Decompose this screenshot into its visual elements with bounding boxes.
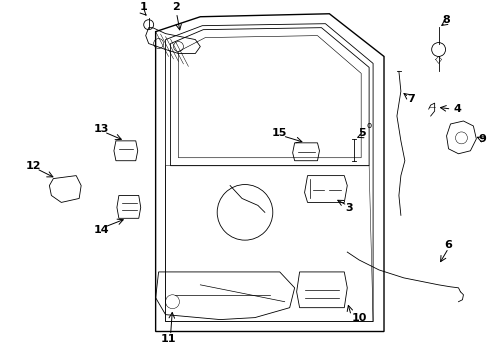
Text: 6: 6	[444, 240, 451, 250]
Text: 12: 12	[26, 161, 41, 171]
Text: 11: 11	[161, 334, 176, 345]
Text: 2: 2	[172, 2, 180, 12]
Text: 8: 8	[442, 15, 449, 25]
Text: 7: 7	[406, 94, 414, 104]
Text: 5: 5	[358, 128, 365, 138]
Text: 9: 9	[477, 134, 485, 144]
Text: 10: 10	[350, 312, 366, 323]
Text: o: o	[366, 121, 371, 130]
Text: 3: 3	[345, 203, 352, 213]
Text: 4: 4	[452, 104, 461, 114]
Text: 14: 14	[93, 225, 109, 235]
Text: 15: 15	[271, 128, 287, 138]
Text: 13: 13	[93, 124, 108, 134]
Text: 1: 1	[140, 2, 147, 12]
